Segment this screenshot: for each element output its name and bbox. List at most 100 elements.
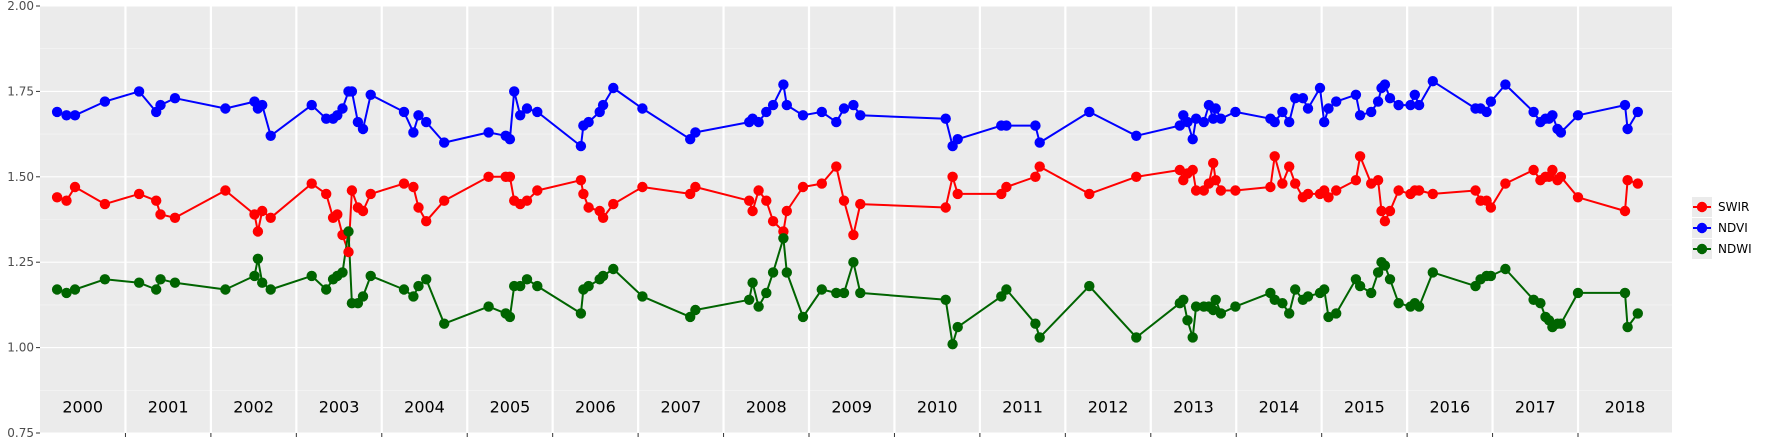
data-point-swir xyxy=(1277,178,1288,189)
data-point-ndvi xyxy=(1366,106,1377,118)
data-point-ndvi xyxy=(1405,99,1416,111)
data-point-ndvi xyxy=(1269,116,1280,128)
data-point-swir xyxy=(744,195,755,206)
data-point-ndvi xyxy=(504,134,516,145)
data-point-ndwi xyxy=(778,233,789,244)
data-point-swir xyxy=(848,229,859,241)
year-label: 2011 xyxy=(1002,398,1043,417)
data-point-ndvi xyxy=(940,113,951,124)
data-point-swir xyxy=(346,185,358,196)
data-point-swir xyxy=(1290,178,1301,189)
data-point-ndvi xyxy=(1632,106,1644,118)
data-point-ndvi xyxy=(1354,110,1366,121)
data-point-ndwi xyxy=(583,280,594,292)
data-point-ndwi xyxy=(321,284,332,295)
data-point-ndwi xyxy=(855,287,866,299)
data-point-ndwi xyxy=(51,284,63,295)
data-point-ndvi xyxy=(408,127,419,138)
data-point-swir xyxy=(252,226,264,237)
data-point-swir xyxy=(151,195,162,206)
data-point-ndvi xyxy=(1350,89,1362,101)
data-point-ndvi xyxy=(1284,116,1295,128)
y-tick-label: 0.75 xyxy=(7,426,34,440)
data-point-ndwi xyxy=(781,267,792,278)
data-point-swir xyxy=(1632,178,1644,189)
data-point-ndwi xyxy=(265,284,276,295)
data-point-swir xyxy=(1034,161,1045,172)
data-point-swir xyxy=(947,171,958,182)
data-point-swir xyxy=(155,209,166,220)
data-point-ndvi xyxy=(99,96,111,107)
data-point-ndwi xyxy=(357,291,369,302)
year-label: 2012 xyxy=(1088,398,1129,417)
data-point-swir xyxy=(220,185,231,196)
data-point-swir xyxy=(608,198,619,210)
data-point-ndvi xyxy=(421,116,432,128)
data-point-ndwi xyxy=(257,277,268,288)
data-point-ndvi xyxy=(690,127,701,138)
x-axis-ticks xyxy=(124,433,1579,437)
data-point-swir xyxy=(1284,161,1295,172)
legend-key-point-ndwi xyxy=(1696,243,1708,255)
data-point-swir xyxy=(1331,185,1342,196)
data-point-ndvi xyxy=(761,106,772,118)
data-point-swir xyxy=(169,212,181,223)
year-label: 2010 xyxy=(917,398,958,417)
data-point-ndwi xyxy=(1379,260,1391,271)
data-point-ndwi xyxy=(1319,284,1330,295)
data-point-ndwi xyxy=(1413,301,1425,312)
data-point-ndwi xyxy=(398,284,410,295)
year-label: 2002 xyxy=(233,398,274,417)
data-point-ndwi xyxy=(744,294,755,305)
data-point-ndwi xyxy=(169,277,181,288)
data-point-ndvi xyxy=(838,103,850,114)
data-point-swir xyxy=(1350,175,1362,186)
data-point-ndwi xyxy=(365,270,376,282)
data-point-swir xyxy=(838,195,850,206)
y-tick-label: 1.50 xyxy=(7,170,34,184)
data-point-ndvi xyxy=(413,110,424,121)
data-point-ndvi xyxy=(1393,99,1404,111)
data-point-ndwi xyxy=(1572,287,1584,299)
data-point-ndvi xyxy=(1572,110,1584,121)
data-point-ndvi xyxy=(1182,116,1193,128)
data-point-ndvi xyxy=(1302,103,1314,114)
data-point-ndvi xyxy=(439,137,450,148)
data-point-swir xyxy=(1379,216,1391,227)
year-label: 2003 xyxy=(319,398,360,417)
data-point-ndwi xyxy=(1485,270,1497,282)
data-point-ndwi xyxy=(1535,298,1546,309)
data-point-swir xyxy=(365,188,376,200)
data-point-ndwi xyxy=(337,267,348,278)
data-point-swir xyxy=(421,216,432,227)
data-point-ndwi xyxy=(1210,294,1221,305)
data-point-swir xyxy=(1572,192,1584,203)
data-point-ndvi xyxy=(816,106,827,118)
data-point-swir xyxy=(306,178,317,189)
data-point-ndwi xyxy=(753,301,764,312)
year-label: 2000 xyxy=(62,398,103,417)
year-label: 2014 xyxy=(1259,398,1300,417)
data-point-ndwi xyxy=(421,274,432,285)
data-point-ndwi xyxy=(306,270,317,282)
data-point-ndvi xyxy=(1230,106,1241,118)
data-point-swir xyxy=(1427,188,1439,200)
data-point-ndwi xyxy=(575,308,587,319)
series-layer xyxy=(51,76,1644,350)
data-point-ndvi xyxy=(220,103,231,114)
y-axis: 0.75 1.00 1.25 1.50 1.75 2.00 xyxy=(7,0,40,440)
data-point-ndwi xyxy=(940,294,951,305)
data-point-ndwi xyxy=(1632,308,1644,319)
data-point-ndvi xyxy=(1319,116,1330,128)
data-point-ndwi xyxy=(504,311,516,323)
data-point-swir xyxy=(797,181,809,193)
data-point-ndwi xyxy=(1277,298,1288,309)
data-point-ndvi xyxy=(346,86,358,97)
data-point-swir xyxy=(1619,205,1631,217)
data-point-swir xyxy=(1269,151,1280,162)
data-point-swir xyxy=(1622,175,1633,186)
data-point-ndwi xyxy=(1427,267,1439,278)
data-point-swir xyxy=(1547,164,1558,176)
data-point-ndvi xyxy=(1409,89,1421,101)
